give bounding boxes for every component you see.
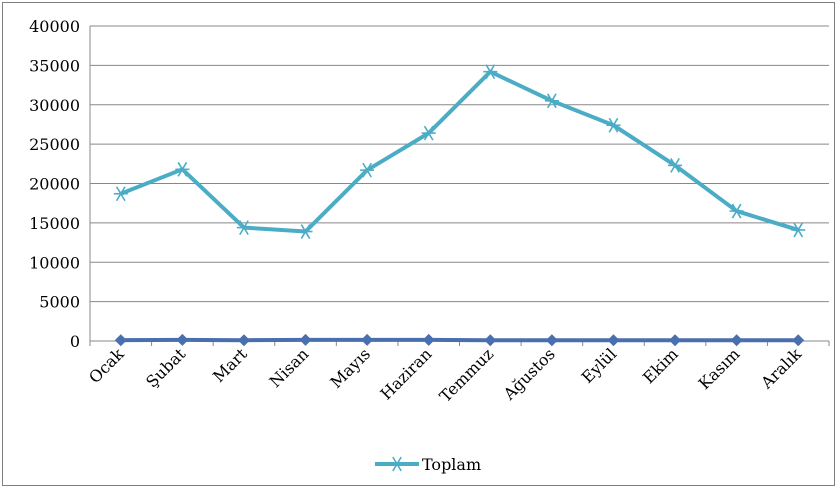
x-tick-label: Temmuz: [436, 344, 498, 406]
legend-label: Toplam: [422, 455, 481, 474]
y-tick-label: 25000: [29, 135, 80, 154]
data-point-diamond: [176, 333, 189, 346]
y-tick-label: 20000: [29, 175, 80, 194]
data-point-asterisk: [421, 125, 436, 141]
x-tick-label: Mayıs: [326, 344, 374, 392]
data-point-diamond: [730, 334, 743, 347]
data-point-asterisk: [606, 117, 621, 133]
legend: Toplam: [375, 455, 481, 474]
series-line: [120, 69, 799, 234]
y-tick-label: 15000: [29, 214, 80, 233]
x-tick-label: Kasım: [695, 344, 744, 393]
x-tick-label: Aralık: [756, 344, 805, 393]
data-point-asterisk: [175, 161, 190, 177]
y-tick-label: 30000: [29, 96, 80, 115]
series-layer: [113, 64, 806, 347]
gridlines: [89, 25, 829, 342]
y-axis-tick-labels: 0 5000 10000 15000 20000 25000 30000 35000 40000: [29, 17, 80, 351]
data-point-diamond: [607, 334, 620, 347]
data-point-asterisk: [668, 157, 683, 173]
data-point-diamond: [361, 333, 374, 346]
x-tick-label: Haziran: [376, 344, 435, 403]
x-tick-label: Ağustos: [499, 344, 559, 404]
x-tick-label: Ocak: [85, 344, 128, 387]
x-tick-label: Mart: [209, 344, 251, 386]
x-axis-tick-labels: Ocak Şubat Mart Nisan Mayıs Haziran Temmuz Ağus…: [85, 341, 830, 406]
data-point-asterisk: [729, 203, 744, 219]
data-point-asterisk: [390, 456, 404, 472]
data-point-asterisk: [360, 162, 375, 178]
data-point-asterisk: [791, 222, 806, 238]
y-tick-label: 5000: [39, 293, 80, 312]
data-point-asterisk: [113, 186, 128, 202]
data-point-asterisk: [483, 64, 498, 80]
x-tick-label: Eylül: [578, 344, 621, 387]
data-point-diamond: [545, 334, 558, 347]
x-tick-label: Nisan: [266, 344, 313, 391]
data-point-asterisk: [544, 93, 559, 109]
data-point-asterisk: [236, 220, 251, 236]
y-tick-label: 10000: [29, 253, 80, 272]
y-tick-label: 0: [70, 332, 80, 351]
y-tick-label: 40000: [29, 17, 80, 36]
data-point-diamond: [669, 334, 682, 347]
data-point-diamond: [484, 334, 497, 347]
data-point-diamond: [422, 333, 435, 346]
data-point-diamond: [114, 334, 127, 347]
data-point-asterisk: [298, 224, 313, 239]
data-point-diamond: [299, 333, 312, 346]
data-point-diamond: [792, 334, 805, 347]
data-point-diamond: [237, 334, 250, 347]
x-tick-label: Şubat: [142, 344, 189, 391]
x-tick-label: Ekim: [639, 344, 682, 387]
y-tick-label: 35000: [29, 56, 80, 75]
